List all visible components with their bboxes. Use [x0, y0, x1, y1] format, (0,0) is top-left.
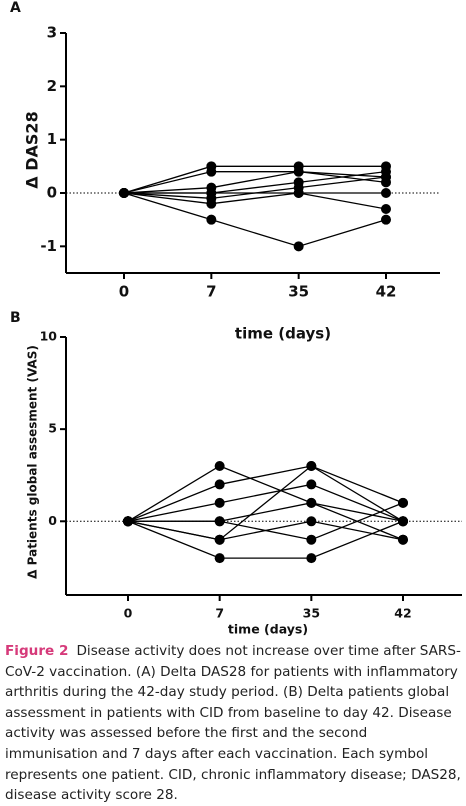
- patient-point: [206, 214, 217, 225]
- y-tick-label: 0: [48, 513, 57, 528]
- patient-point: [306, 516, 317, 527]
- y-tick-label: -1: [40, 237, 57, 255]
- caption-text: Disease activity does not increase over …: [5, 643, 461, 804]
- y-axis-label: Δ Patients global assesment (VAS): [26, 345, 40, 579]
- x-tick-label: 7: [206, 283, 216, 301]
- y-axis-label: Δ DAS28: [23, 111, 42, 188]
- patient-point: [214, 461, 225, 471]
- patient-point: [123, 516, 133, 527]
- x-tick-label: 42: [376, 283, 397, 301]
- patient-point: [206, 188, 217, 198]
- y-tick-label: 1: [47, 130, 57, 148]
- patient-line: [123, 165, 386, 194]
- patient-point: [214, 553, 225, 564]
- x-axis-label: time (days): [228, 622, 308, 637]
- x-tick-label: 0: [124, 606, 133, 621]
- patient-point: [293, 166, 304, 177]
- patient-point: [206, 166, 217, 177]
- x-tick-label: 35: [303, 606, 320, 621]
- patient-point: [306, 534, 317, 545]
- patient-point: [293, 241, 304, 252]
- x-axis-label: time (days): [235, 325, 331, 343]
- figure-label: Figure 2: [5, 643, 69, 659]
- patient-point: [214, 534, 225, 545]
- patient-point: [398, 534, 408, 545]
- x-tick-label: 42: [394, 606, 411, 621]
- patient-point: [306, 553, 317, 564]
- patient-point: [206, 198, 217, 209]
- page: {"chart_data": [ {"type": "line", "panel…: [5, 0, 462, 804]
- patient-point: [381, 172, 391, 182]
- patient-point: [293, 188, 304, 198]
- patient-point: [214, 479, 225, 490]
- y-tick-label: 10: [40, 329, 58, 344]
- patient-point: [398, 497, 408, 508]
- x-tick-label: 0: [119, 283, 129, 301]
- patient-point: [119, 188, 129, 198]
- patient-line: [123, 192, 387, 248]
- x-tick-label: 35: [288, 283, 309, 301]
- patient-point: [398, 516, 408, 527]
- patient-line: [123, 171, 387, 194]
- patient-line: [124, 192, 387, 210]
- x-tick-label: 7: [215, 606, 224, 621]
- patient-point: [306, 461, 317, 471]
- figure: A -1 0 1 2 3 0 7 35 42 Δ DAS28 time (days) B 0 5 10 0 7 35…: [10, 0, 462, 637]
- patient-line: [127, 483, 404, 522]
- figure-caption: Figure 2 Disease activity does not increa…: [5, 641, 463, 806]
- patient-line: [127, 465, 404, 522]
- y-tick-label: 0: [47, 184, 57, 202]
- patient-line: [127, 465, 404, 541]
- panel-label: B: [10, 310, 21, 326]
- patient-line: [127, 520, 404, 559]
- patient-point: [306, 497, 317, 508]
- y-tick-label: 3: [47, 24, 57, 42]
- patient-point: [381, 188, 391, 198]
- y-tick-label: 2: [47, 77, 57, 95]
- patient-line: [127, 520, 404, 541]
- patient-point: [381, 204, 391, 214]
- patient-point: [214, 497, 225, 508]
- patient-point: [214, 516, 225, 527]
- patient-line: [123, 192, 386, 205]
- patient-point: [306, 479, 317, 490]
- patient-point: [381, 214, 391, 225]
- y-tick-label: 5: [48, 421, 57, 436]
- patient-line: [128, 502, 404, 541]
- panel-label: A: [10, 0, 21, 16]
- patient-line: [127, 465, 404, 522]
